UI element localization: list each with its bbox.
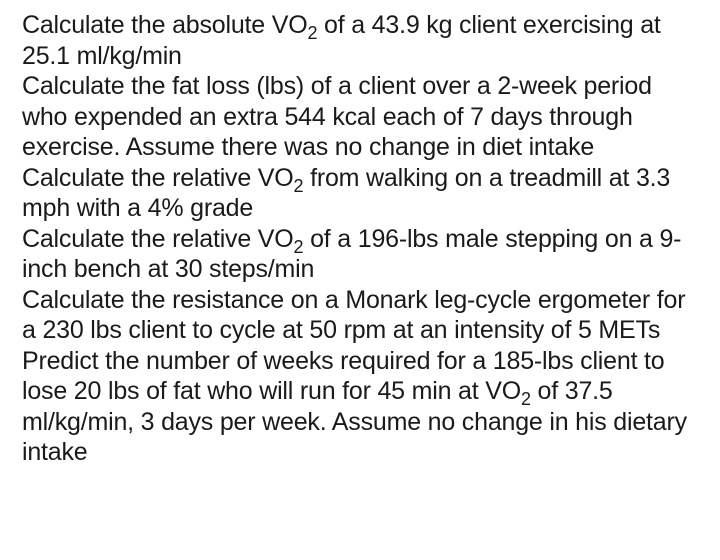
q4-pre: Calculate the relative VO	[22, 225, 294, 253]
question-2: Calculate the fat loss (lbs) of a client…	[22, 71, 698, 163]
question-5: Calculate the resistance on a Monark leg…	[22, 285, 698, 346]
question-1: Calculate the absolute VO2 of a 43.9 kg …	[22, 10, 698, 71]
q4-sub: 2	[294, 237, 304, 257]
q1-sub: 2	[307, 23, 317, 43]
question-6: Predict the number of weeks required for…	[22, 346, 698, 468]
q3-sub: 2	[294, 176, 304, 196]
q6-sub: 2	[521, 389, 531, 409]
question-3: Calculate the relative VO2 from walking …	[22, 163, 698, 224]
question-4: Calculate the relative VO2 of a 196-lbs …	[22, 224, 698, 285]
q3-pre: Calculate the relative VO	[22, 164, 294, 192]
q1-pre: Calculate the absolute VO	[22, 11, 307, 39]
